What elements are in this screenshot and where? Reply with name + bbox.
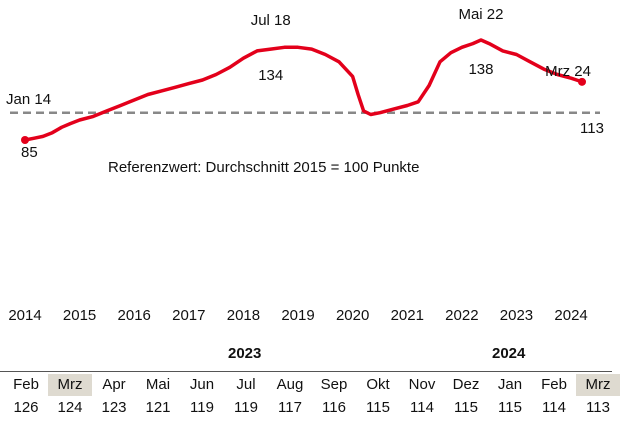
x-tick-label: 2017 [172, 307, 205, 324]
x-tick-label: 2023 [500, 307, 533, 324]
monthly-values-table: 2023 2024 Feb 126 Mrz 124 Apr 123 Mai 121 Jun 119 Ju… [0, 340, 620, 425]
table-value: 126 [13, 399, 39, 416]
table-value: 115 [498, 399, 522, 416]
table-month: Mai [145, 376, 171, 393]
table-value: 113 [586, 399, 610, 416]
annotation-label: 85 [21, 144, 38, 161]
reference-note: Referenzwert: Durchschnitt 2015 = 100 Pu… [108, 159, 419, 176]
table-value: 115 [454, 399, 478, 416]
table-month: Sep [320, 376, 348, 393]
table-value: 123 [101, 399, 127, 416]
table-month: Feb [541, 376, 567, 393]
table-month: Feb [13, 376, 39, 393]
annotation-label: Jul 18 [251, 12, 291, 29]
table-month: Dez [452, 376, 480, 393]
annotation-label: Mai 22 [458, 6, 503, 23]
x-tick-label: 2021 [391, 307, 424, 324]
table-month: Aug [276, 376, 304, 393]
annotation-label: 138 [468, 61, 493, 78]
table-value: 119 [190, 399, 214, 416]
table-year-label: 2024 [492, 345, 526, 362]
table-value: 115 [366, 399, 390, 416]
end-point [578, 77, 586, 86]
start-point [21, 136, 29, 144]
table-month: Jun [189, 376, 215, 393]
table-month: Mrz [576, 374, 620, 396]
table-value: 116 [322, 399, 346, 416]
annotation-label: 134 [258, 67, 283, 84]
table-value: 119 [234, 399, 258, 416]
x-tick-label: 2016 [118, 307, 151, 324]
table-divider [0, 371, 612, 372]
series-line [24, 38, 583, 142]
table-value: 114 [410, 399, 434, 416]
x-tick-label: 2018 [227, 307, 260, 324]
table-value: 117 [278, 399, 302, 416]
table-month: Jul [236, 376, 256, 393]
annotation-label: Mrz 24 [545, 63, 591, 80]
table-value: 124 [57, 399, 83, 416]
x-tick-label: 2020 [336, 307, 369, 324]
table-year-label: 2023 [228, 345, 262, 362]
table-value: 114 [542, 399, 566, 416]
reference-value-label: 113 [580, 120, 604, 137]
table-month: Nov [408, 376, 436, 393]
x-tick-label: 2022 [445, 307, 478, 324]
table-month: Okt [366, 376, 390, 393]
x-tick-label: 2015 [63, 307, 96, 324]
table-month: Apr [102, 376, 126, 393]
table-month: Mrz [48, 374, 92, 396]
x-tick-label: 2014 [8, 307, 41, 324]
x-tick-label: 2024 [554, 307, 587, 324]
x-tick-label: 2019 [281, 307, 314, 324]
table-month: Jan [497, 376, 523, 393]
annotation-label: Jan 14 [6, 91, 51, 108]
table-value: 121 [145, 399, 171, 416]
